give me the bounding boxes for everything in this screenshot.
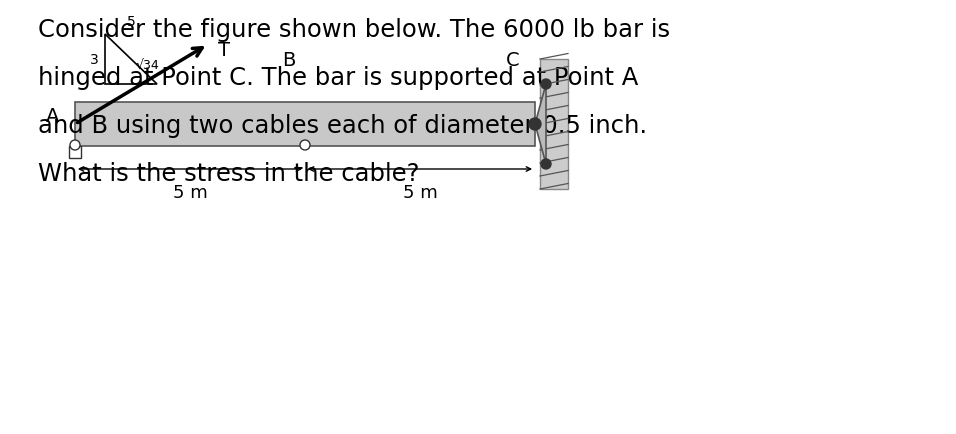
Polygon shape: [535, 85, 546, 164]
Bar: [69, 147, 81, 159]
Bar: [540, 60, 568, 190]
Text: Consider the figure shown below. The 6000 lb bar is: Consider the figure shown below. The 600…: [38, 18, 670, 42]
Text: hinged at Point C. The bar is supported at Point A: hinged at Point C. The bar is supported …: [38, 66, 639, 90]
Text: T: T: [218, 41, 229, 59]
Text: What is the stress in the cable?: What is the stress in the cable?: [38, 161, 420, 186]
Text: 5 m: 5 m: [173, 184, 207, 201]
Text: 5: 5: [126, 15, 136, 29]
Text: A: A: [46, 107, 59, 126]
Text: C: C: [507, 51, 520, 70]
Text: 5 m: 5 m: [402, 184, 438, 201]
Text: and B using two cables each of diameter 0.5 inch.: and B using two cables each of diameter …: [38, 114, 647, 138]
Bar: [75, 103, 535, 147]
Text: B: B: [282, 51, 295, 70]
Text: √34: √34: [136, 58, 160, 71]
Circle shape: [541, 80, 551, 90]
Circle shape: [529, 119, 541, 131]
Circle shape: [300, 141, 310, 151]
Circle shape: [70, 141, 80, 151]
Circle shape: [541, 160, 551, 170]
Text: 3: 3: [90, 53, 99, 67]
